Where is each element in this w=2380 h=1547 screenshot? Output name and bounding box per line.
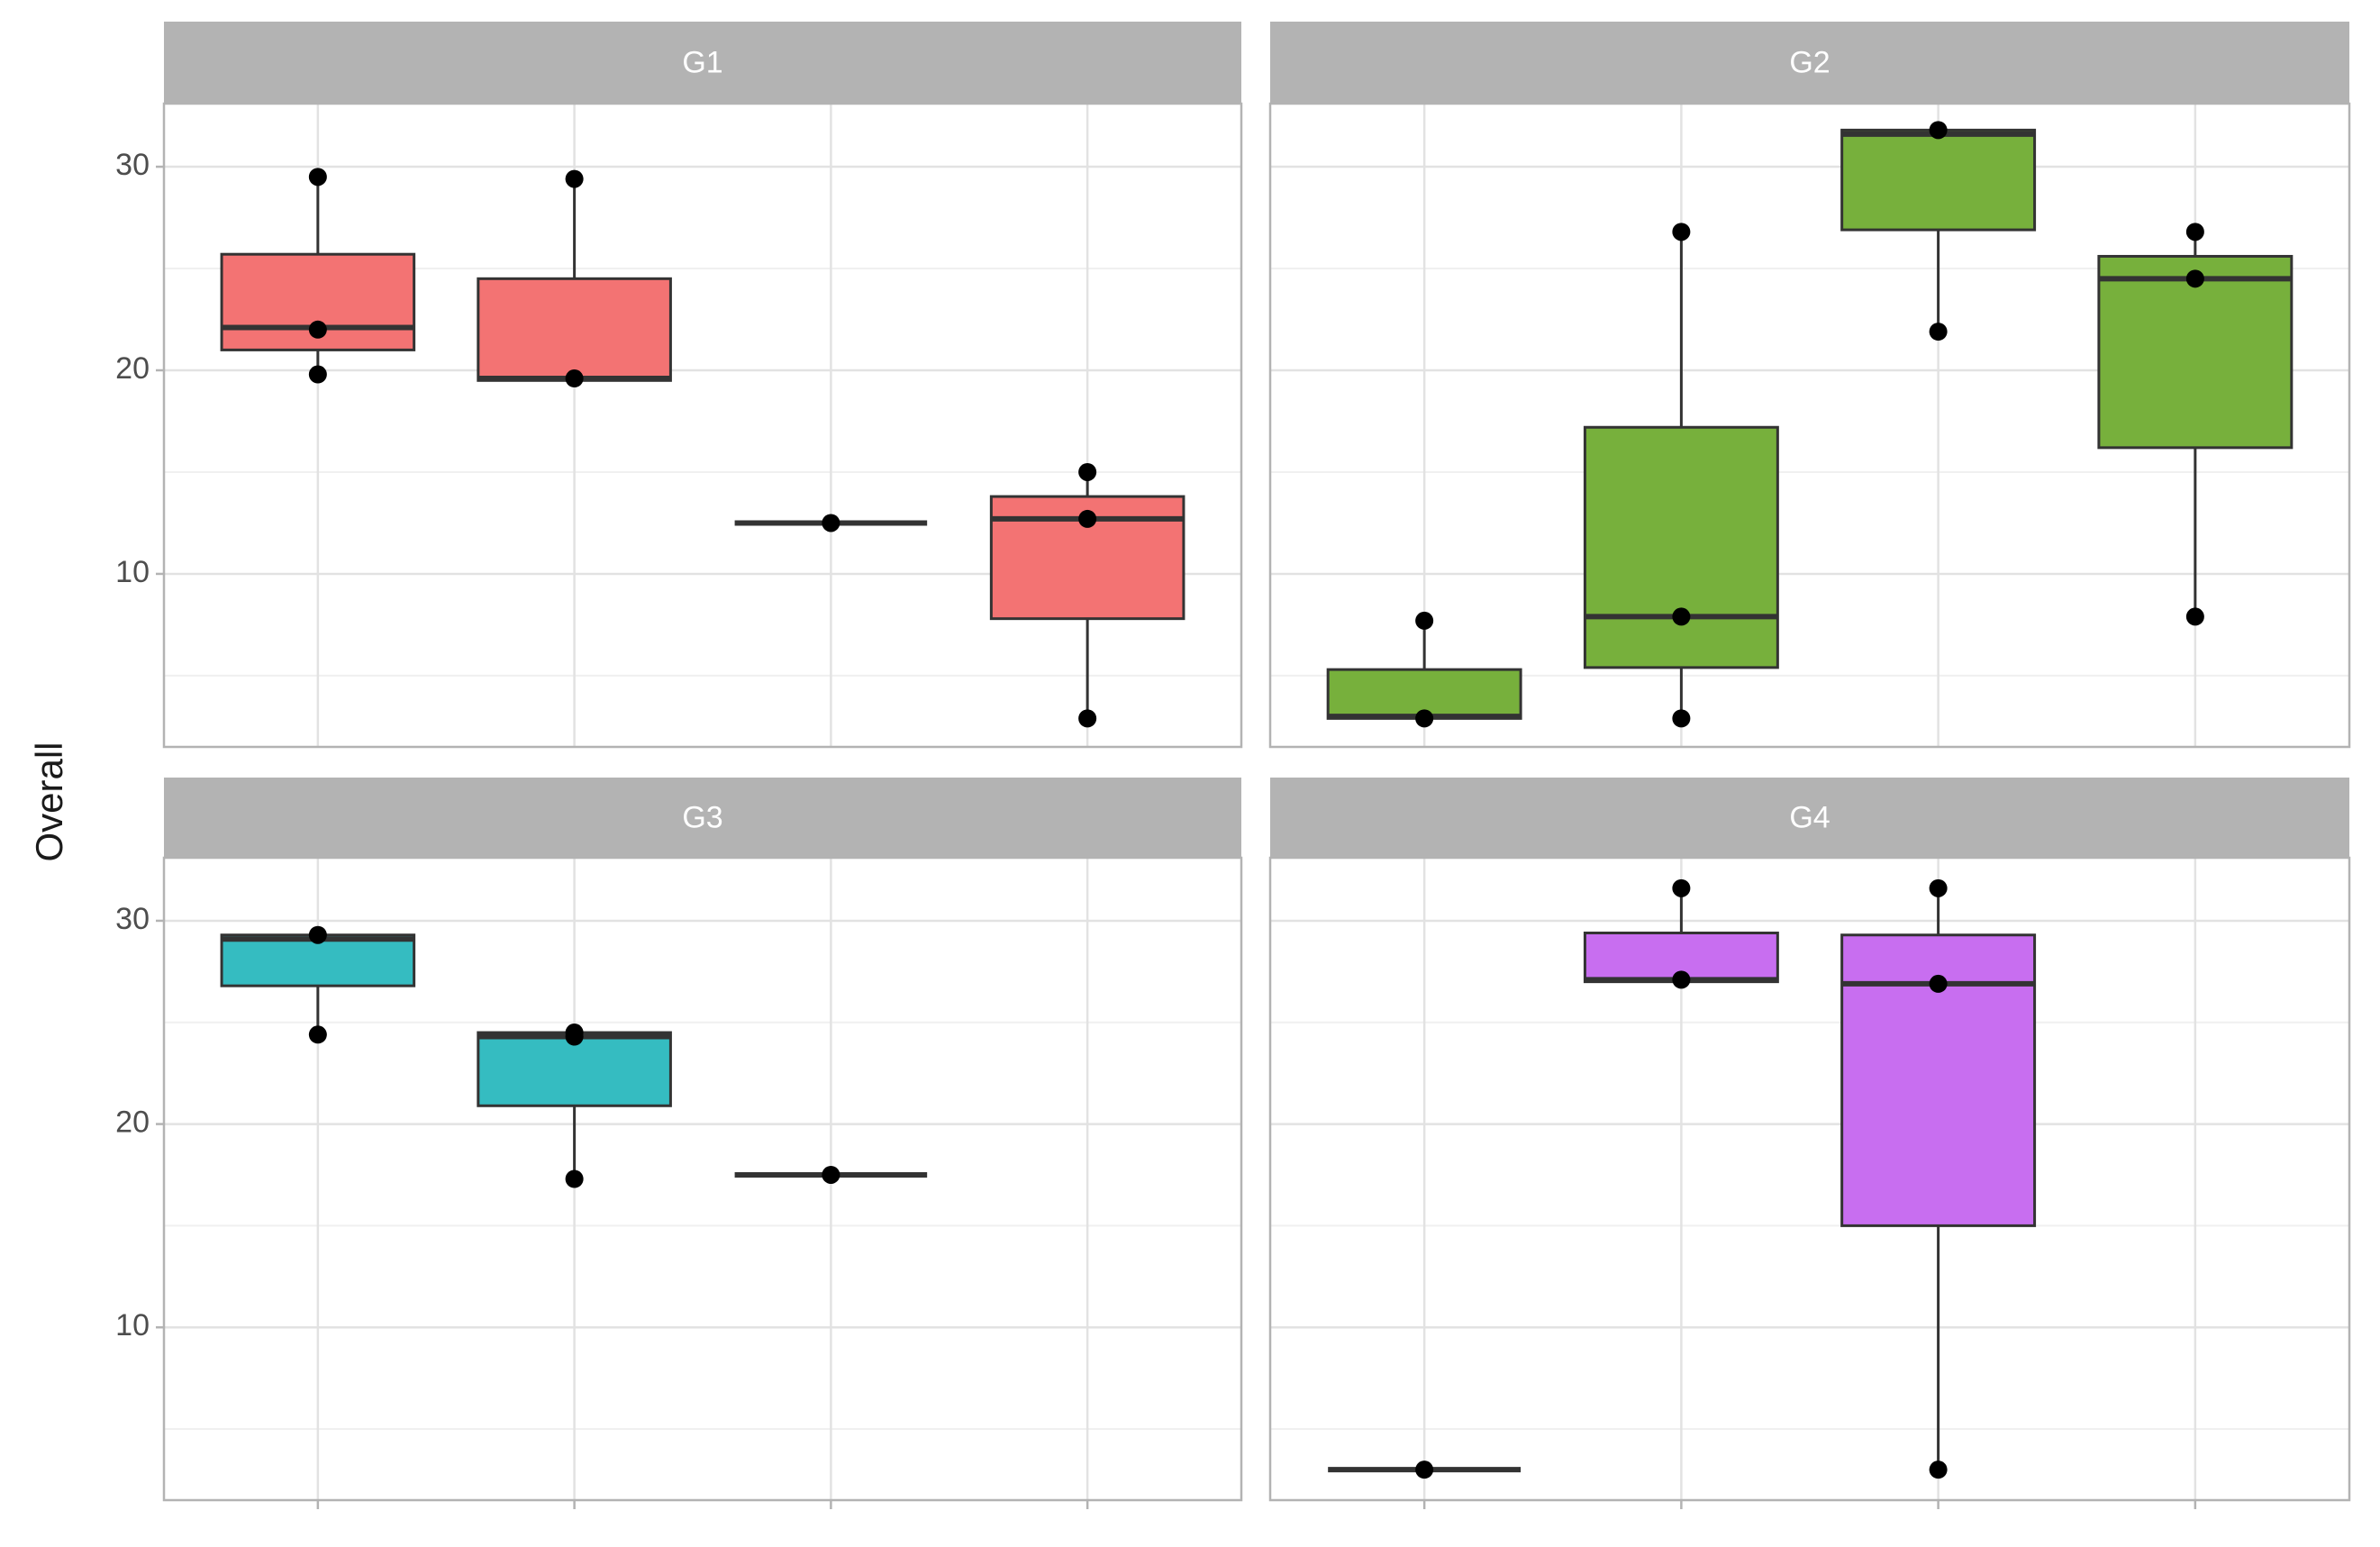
point	[1415, 709, 1434, 728]
point	[1672, 607, 1691, 626]
panel-border	[162, 856, 1243, 1502]
strip-title: G3	[682, 800, 722, 834]
box	[2097, 254, 2294, 450]
point	[1672, 709, 1691, 728]
point	[1929, 974, 1948, 993]
y-axis-label: Overall	[28, 742, 70, 861]
point	[1672, 970, 1691, 989]
y-tick-label: 10	[115, 555, 150, 589]
point	[1415, 1461, 1434, 1479]
strip-title: G1	[682, 45, 722, 79]
y-tick-label: 30	[115, 902, 150, 936]
box	[1840, 128, 2037, 232]
point	[2185, 223, 2204, 241]
panel-border	[1268, 856, 2351, 1502]
strip	[1270, 778, 2349, 858]
point	[308, 1025, 327, 1044]
point	[1078, 462, 1097, 481]
point	[1929, 121, 1948, 140]
strip	[164, 22, 1241, 104]
point	[2185, 607, 2204, 626]
box	[477, 277, 672, 382]
point	[822, 514, 840, 532]
y-tick-label: 10	[115, 1308, 150, 1342]
y-tick-label: 20	[115, 351, 150, 386]
point	[308, 925, 327, 944]
strip	[164, 778, 1241, 858]
point	[1929, 323, 1948, 341]
strip-title: G4	[1789, 800, 1830, 834]
point	[1672, 878, 1691, 897]
panel-border	[162, 102, 1243, 749]
point	[565, 1169, 584, 1188]
point	[822, 1165, 840, 1184]
point	[565, 1027, 584, 1046]
y-tick-label: 20	[115, 1106, 150, 1140]
panel-border	[1268, 102, 2351, 749]
point	[1078, 709, 1097, 728]
y-tick-label: 30	[115, 148, 150, 182]
point	[1672, 223, 1691, 241]
point	[565, 369, 584, 388]
point	[565, 169, 584, 188]
point	[1078, 509, 1097, 528]
point	[308, 320, 327, 339]
point	[308, 168, 327, 187]
point	[2185, 269, 2204, 288]
point	[1415, 611, 1434, 630]
box	[1583, 425, 1779, 669]
point	[308, 365, 327, 384]
point	[1929, 1461, 1948, 1479]
strip-title: G2	[1789, 45, 1830, 79]
point	[1929, 878, 1948, 897]
strip	[1270, 22, 2349, 104]
